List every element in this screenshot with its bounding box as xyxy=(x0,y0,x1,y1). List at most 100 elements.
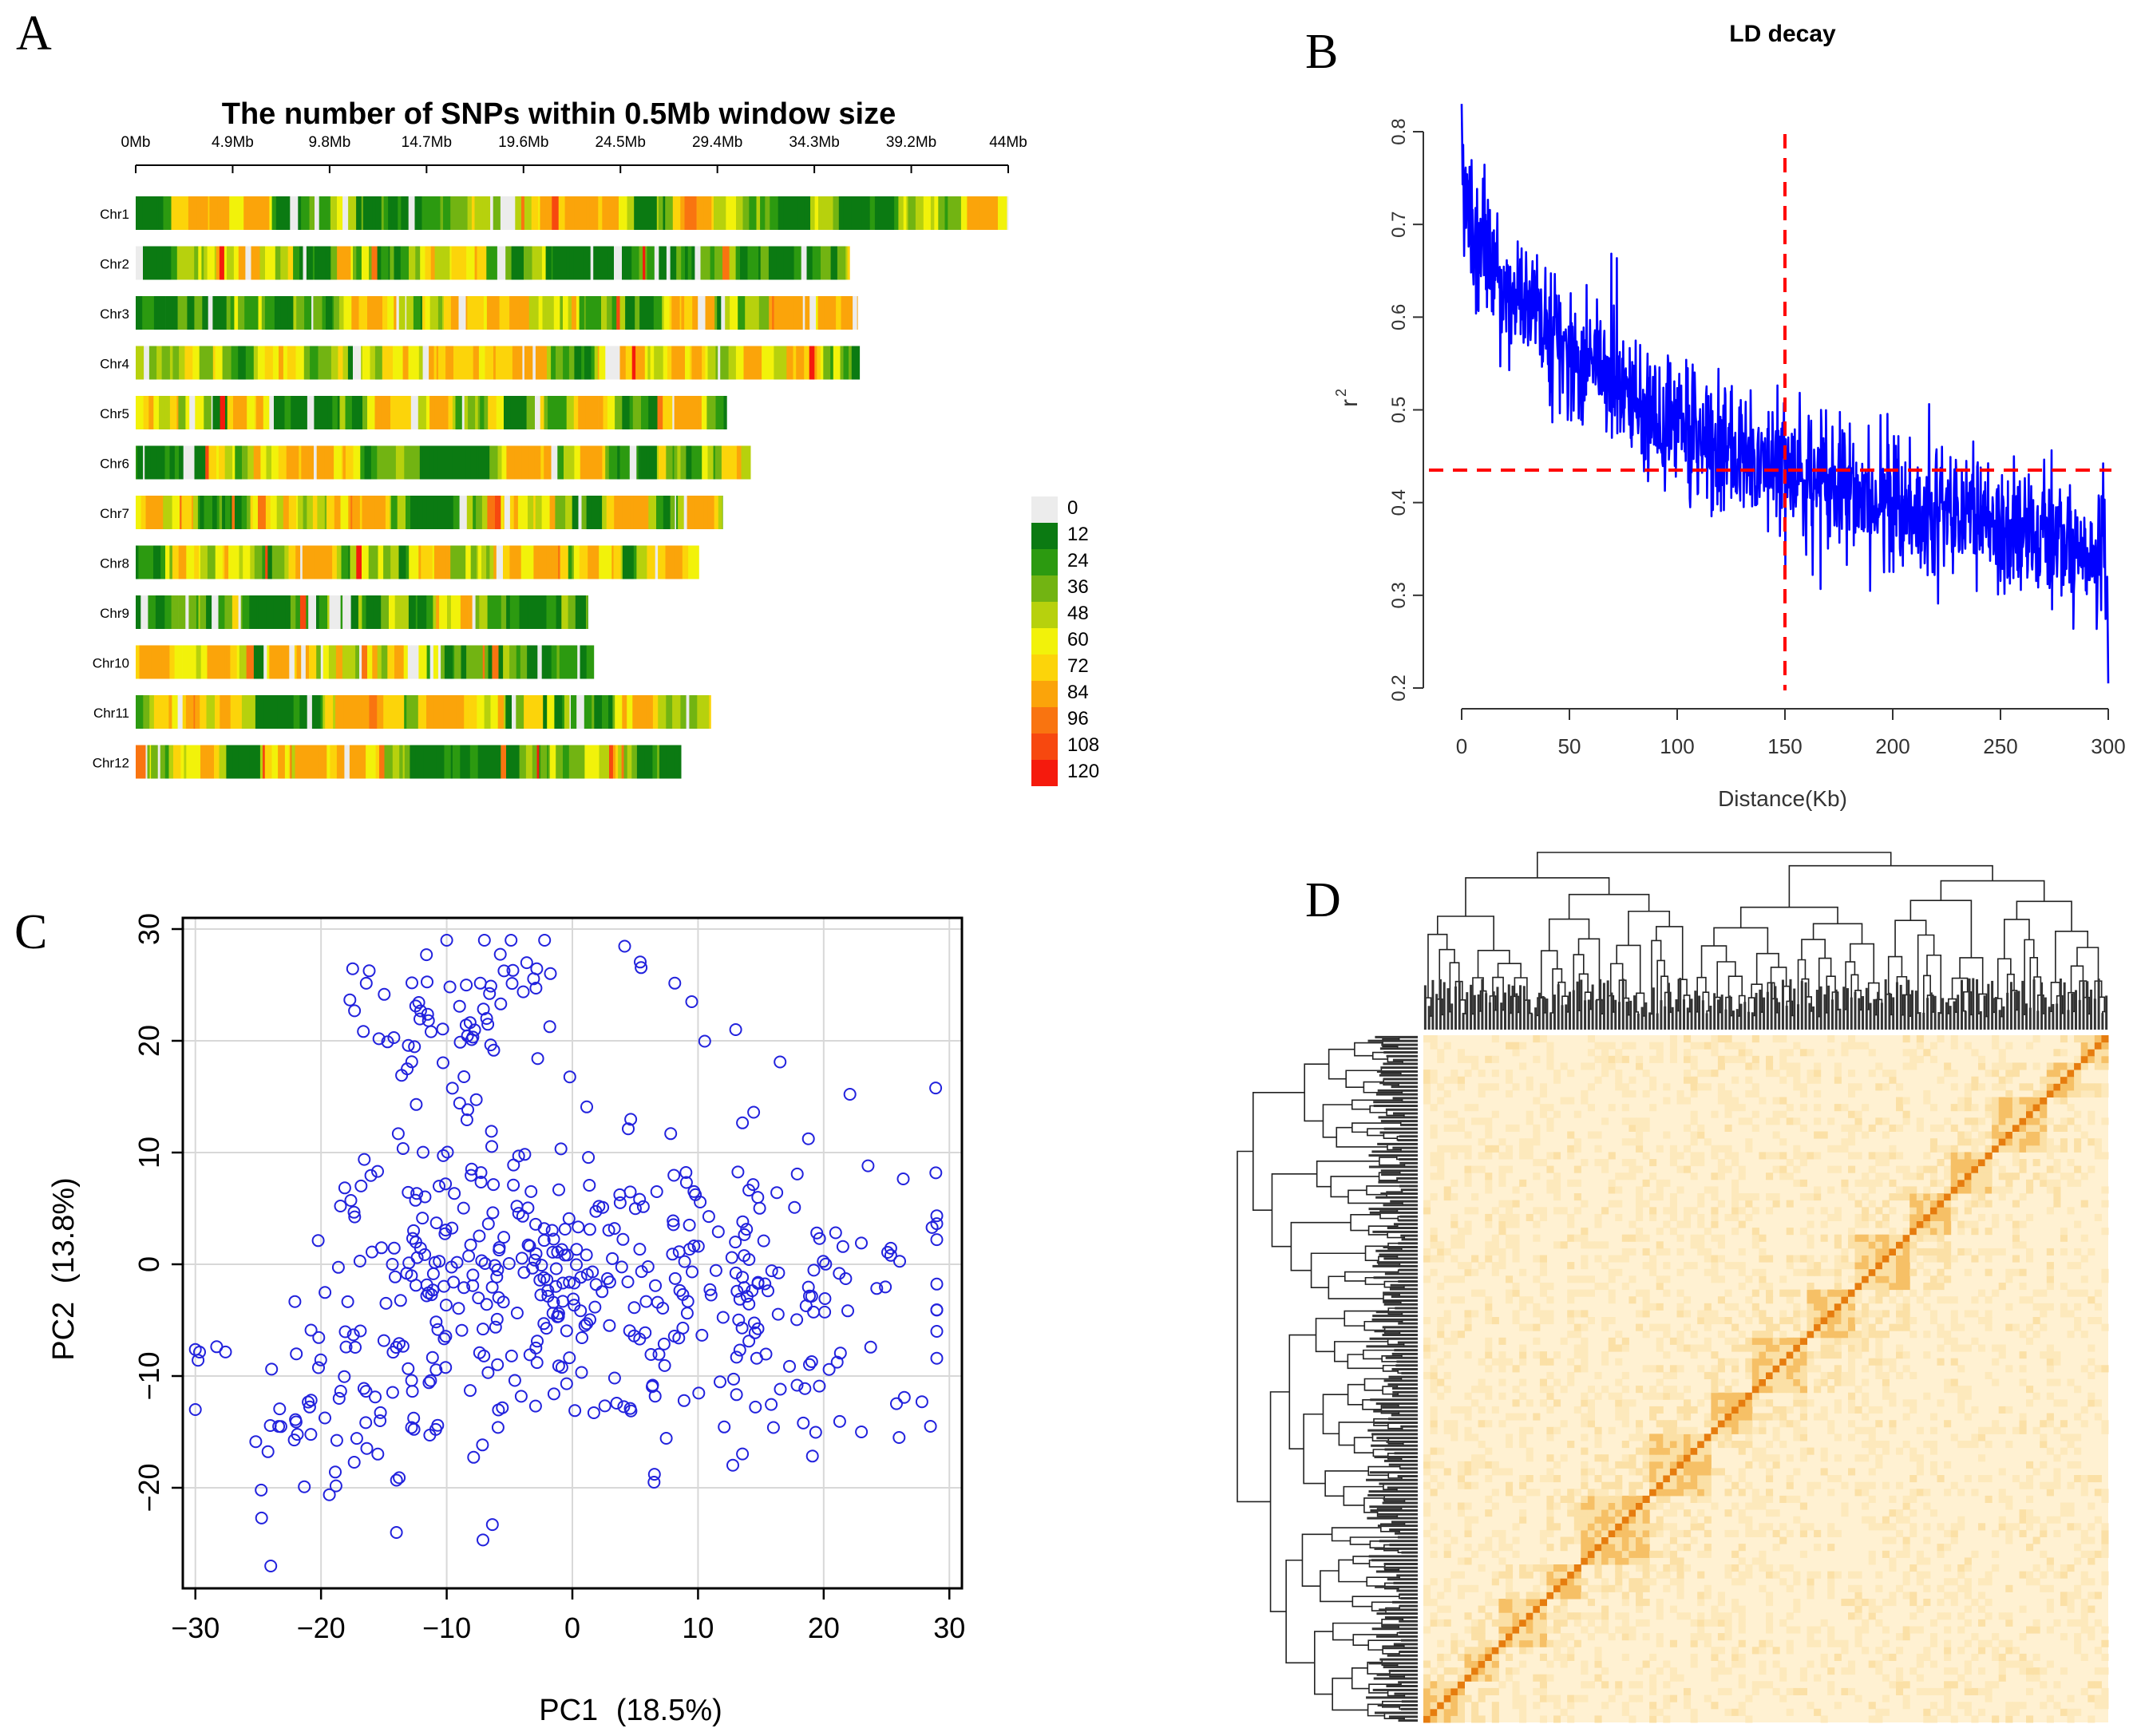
heatmap-cell xyxy=(1594,1674,1602,1682)
legend-label: 48 xyxy=(1067,603,1089,624)
chromosome-label: Chr10 xyxy=(93,656,129,671)
heatmap-cell xyxy=(1992,1653,2000,1661)
snp-window xyxy=(409,545,416,579)
heatmap-cell xyxy=(1882,1441,1890,1449)
snp-window xyxy=(532,745,537,779)
snp-window xyxy=(658,545,666,579)
heatmap-cell xyxy=(1738,1420,1746,1428)
heatmap-cell xyxy=(1697,1571,1705,1579)
snp-window xyxy=(648,396,652,429)
heatmap-cell xyxy=(1450,1647,1458,1655)
snp-window xyxy=(176,745,181,779)
heatmap-cell xyxy=(1663,1481,1671,1489)
snp-window xyxy=(342,645,349,679)
snp-window xyxy=(647,346,651,380)
heatmap-cell xyxy=(2074,1475,2082,1483)
heatmap-cell xyxy=(1581,1475,1589,1483)
snp-window xyxy=(979,196,982,230)
heatmap-cell xyxy=(1539,1639,1547,1647)
heatmap-cell xyxy=(1642,1365,1650,1373)
pca-point xyxy=(512,1207,525,1220)
heatmap-cell xyxy=(1587,1489,1595,1497)
heatmap-cell xyxy=(1738,1708,1746,1716)
heatmap-cell xyxy=(1553,1523,1561,1531)
pca-point xyxy=(348,1004,362,1018)
heatmap-cell xyxy=(1799,1523,1807,1531)
heatmap-cell xyxy=(1978,1708,1986,1716)
snp-window xyxy=(541,246,546,280)
heatmap-cell xyxy=(1711,1378,1719,1386)
snp-window xyxy=(204,246,208,280)
heatmap-cell xyxy=(1896,1674,1904,1682)
snp-window xyxy=(402,545,406,579)
heatmap-cell xyxy=(1526,1426,1533,1434)
pca-point xyxy=(304,1428,318,1441)
snp-window xyxy=(526,246,532,280)
snp-window xyxy=(235,196,244,230)
heatmap-cell xyxy=(1985,1441,1993,1449)
snp-window xyxy=(545,296,555,330)
heatmap-cell xyxy=(1437,1392,1445,1400)
snp-window xyxy=(516,645,519,679)
snp-window xyxy=(145,496,148,529)
snp-window xyxy=(790,196,799,230)
snp-window xyxy=(300,545,303,579)
heatmap-cell xyxy=(1621,1386,1629,1394)
snp-window xyxy=(185,496,192,529)
snp-window xyxy=(454,645,461,679)
heatmap-cell xyxy=(1937,1475,1945,1483)
snp-window xyxy=(256,745,261,779)
snp-window xyxy=(824,296,826,330)
heatmap-cell xyxy=(1506,1489,1514,1497)
heatmap-cell xyxy=(2080,1687,2088,1695)
snp-window xyxy=(336,545,342,579)
heatmap-cell xyxy=(1902,1516,1910,1524)
snp-window xyxy=(691,445,698,480)
heatmap-cell xyxy=(2046,1626,2054,1634)
heatmap-cell xyxy=(1745,1523,1753,1531)
snp-window xyxy=(200,695,207,729)
heatmap-cell xyxy=(1506,1626,1514,1634)
heatmap-cell xyxy=(1902,1544,1910,1552)
heatmap-cell xyxy=(2060,1447,2068,1455)
snp-window xyxy=(194,745,201,779)
heatmap-cell xyxy=(1519,1344,1527,1352)
heatmap-cell xyxy=(1615,1578,1623,1586)
chromosome-bar-chr2 xyxy=(136,246,850,280)
snp-window xyxy=(299,595,307,629)
snp-window xyxy=(381,196,384,230)
heatmap-cell xyxy=(1704,1392,1712,1400)
heatmap-cell xyxy=(1519,1599,1527,1607)
heatmap-cell xyxy=(1786,1351,1794,1359)
heatmap-cell xyxy=(1478,1454,1486,1462)
heatmap-cell xyxy=(1471,1386,1479,1394)
heatmap-cell xyxy=(1690,1468,1698,1476)
heatmap-cell xyxy=(1759,1378,1767,1386)
snp-window xyxy=(729,246,736,280)
panel-a-x-axis: 0Mb 4.9Mb 9.8Mb 14.7Mb 19.6Mb 24.5Mb 29.4Mb 34.… xyxy=(121,134,1027,173)
pca-point xyxy=(379,1296,393,1310)
heatmap-cell xyxy=(1457,1681,1465,1689)
heatmap-cell xyxy=(1676,1529,1684,1537)
heatmap-cell xyxy=(1669,1454,1677,1462)
heatmap-cell xyxy=(1964,1619,1972,1627)
snp-window xyxy=(549,496,556,529)
snp-window xyxy=(598,396,604,429)
pca-point xyxy=(527,972,540,986)
heatmap-cell xyxy=(1724,1687,1732,1695)
pca-point xyxy=(730,1284,744,1298)
heatmap-cell xyxy=(1539,1358,1547,1366)
heatmap-cell xyxy=(1909,1399,1917,1407)
heatmap-cell xyxy=(2005,1660,2013,1668)
snp-window xyxy=(356,695,362,729)
heatmap-cell xyxy=(1423,1674,1431,1682)
heatmap-cell xyxy=(1649,1468,1657,1476)
pca-point xyxy=(822,1362,836,1376)
heatmap-cell xyxy=(1889,1358,1897,1366)
heatmap-cell xyxy=(1759,1564,1767,1572)
dendrogram-branch xyxy=(1310,1252,1366,1288)
heatmap-cell xyxy=(1498,1420,1506,1428)
heatmap-cell xyxy=(1950,1433,1958,1441)
snp-window xyxy=(299,745,307,779)
snp-window xyxy=(453,695,457,729)
